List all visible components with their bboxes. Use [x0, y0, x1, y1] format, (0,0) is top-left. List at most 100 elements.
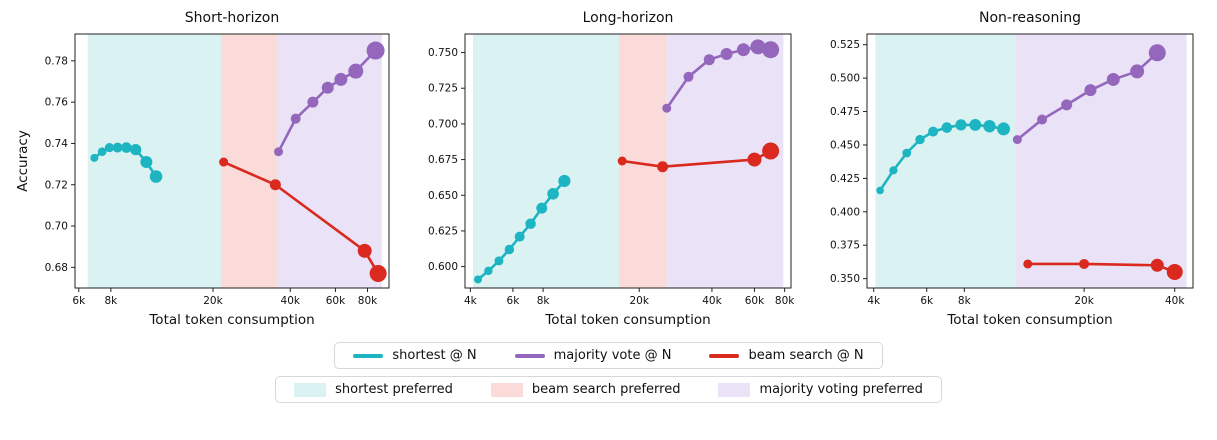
subplot-long-horizon: 4k 6k 8k 20k 40k 60k 80k 0.600 0.625 0.650 0.675 0.… — [415, 4, 803, 340]
y-tick-label: 0.725 — [427, 83, 457, 95]
series-marker-beam — [746, 152, 761, 167]
x-tick-label: 40k — [702, 295, 722, 307]
chart-non-reasoning: 4k 6k 8k 20k 40k 0.350 0.375 0.400 0.425 0.450 0.4… — [829, 10, 1193, 328]
series-marker-majority — [306, 96, 318, 108]
series-marker-shortest — [473, 275, 482, 284]
legend-item-shortest-preferred: shortest preferred — [294, 382, 453, 397]
series-marker-shortest — [129, 144, 141, 156]
chart-long-horizon: 4k 6k 8k 20k 40k 60k 80k 0.600 0.625 0.650 0.675 0.… — [427, 10, 794, 328]
series-marker-shortest — [927, 126, 938, 137]
x-tick-label: 40k — [280, 295, 300, 307]
series-marker-shortest — [888, 166, 897, 175]
series-marker-majority — [347, 63, 363, 79]
region-majority_region — [1014, 34, 1187, 288]
series-marker-majority — [1129, 64, 1144, 79]
plot-frame — [866, 33, 1193, 289]
series-marker-shortest — [504, 244, 514, 255]
y-tick-label: 0.500 — [829, 73, 859, 85]
y-tick-label: 0.350 — [829, 273, 859, 285]
series-marker-beam — [357, 243, 372, 258]
region-shortest_region — [87, 34, 221, 288]
series-marker-shortest — [493, 256, 503, 266]
series-marker-shortest — [535, 202, 547, 214]
majority-vote-line-swatch — [514, 353, 545, 358]
y-tick-label: 0.650 — [427, 190, 457, 202]
y-tick-label: 0.675 — [427, 154, 457, 166]
subplot-title: Non-reasoning — [979, 10, 1081, 26]
legend-regions-row: shortest preferred beam search preferred… — [275, 376, 942, 403]
region-beam_region — [220, 34, 277, 288]
region-shortest_region — [472, 34, 619, 288]
y-tick-label: 0.400 — [829, 206, 859, 218]
series-marker-beam — [1150, 258, 1164, 272]
y-tick-label: 0.425 — [829, 173, 859, 185]
y-tick-label: 0.750 — [427, 47, 457, 59]
series-marker-majority — [1148, 44, 1166, 62]
y-tick-label: 0.625 — [427, 225, 457, 237]
plot-frame — [74, 33, 389, 289]
x-tick-label: 4k — [463, 295, 477, 307]
legend-item-beam-preferred: beam search preferred — [490, 382, 681, 397]
series-marker-shortest — [483, 266, 493, 276]
series-marker-beam — [656, 161, 668, 173]
subplot-non-reasoning: 4k 6k 8k 20k 40k 0.350 0.375 0.400 0.425 0.450 0.4… — [817, 4, 1205, 340]
subplot-title: Short-horizon — [184, 10, 279, 26]
y-tick-label: 0.72 — [44, 179, 67, 191]
series-marker-shortest — [941, 122, 952, 133]
series-marker-beam — [269, 179, 281, 191]
majority-voting-preferred-patch — [718, 382, 751, 397]
shortest-line-swatch — [353, 353, 384, 358]
charts-row: 6k 8k 20k 40k 60k 80k 0.68 0.70 0.72 0.74 0.76 0.78… — [0, 4, 1217, 340]
series-marker-shortest — [139, 156, 152, 169]
series-marker-shortest — [89, 153, 98, 162]
subplot-title: Long-horizon — [582, 10, 673, 26]
series-marker-majority — [720, 47, 733, 60]
legend-label-shortest: shortest @ N — [392, 348, 477, 363]
series-marker-majority — [1012, 135, 1022, 145]
series-marker-shortest — [514, 231, 525, 242]
x-tick-label: 60k — [325, 295, 345, 307]
series-marker-shortest — [546, 188, 559, 200]
legend-series-row: shortest @ N majority vote @ N beam sear… — [334, 342, 883, 369]
x-axis-label: Total token consumption — [544, 312, 710, 328]
series-marker-shortest — [982, 120, 996, 133]
x-tick-label: 20k — [629, 295, 649, 307]
x-tick-label: 8k — [957, 295, 971, 307]
y-tick-label: 0.70 — [44, 221, 67, 233]
legend-label-beam-preferred: beam search preferred — [531, 382, 681, 397]
series-marker-shortest — [149, 170, 162, 183]
series-marker-majority — [761, 41, 779, 59]
y-tick-label: 0.600 — [427, 261, 457, 273]
series-line-beam — [1025, 262, 1176, 274]
y-tick-label: 0.700 — [427, 118, 457, 130]
x-axis-label: Total token consumption — [148, 312, 314, 328]
series-marker-majority — [333, 72, 347, 86]
legend-item-majority-vote: majority vote @ N — [514, 348, 671, 363]
series-marker-majority — [749, 39, 765, 55]
series-marker-beam — [1078, 258, 1089, 269]
series-marker-majority — [273, 147, 283, 157]
series-marker-shortest — [954, 119, 967, 131]
y-tick-label: 0.525 — [829, 39, 859, 51]
series-marker-majority — [661, 103, 671, 113]
series-marker-shortest — [97, 147, 106, 157]
x-tick-label: 40k — [1165, 295, 1185, 307]
y-tick-label: 0.68 — [44, 262, 67, 274]
y-axis-label: Accuracy — [15, 130, 31, 192]
series-line-beam — [620, 149, 772, 169]
y-tick-label: 0.74 — [44, 138, 68, 150]
x-tick-label: 20k — [203, 295, 223, 307]
y-tick-label: 0.78 — [44, 55, 67, 67]
series-marker-shortest — [996, 122, 1010, 136]
series-marker-majority — [321, 81, 334, 94]
series-marker-majority — [1060, 99, 1072, 111]
series-line-beam — [221, 160, 379, 275]
chart-short-horizon: 6k 8k 20k 40k 60k 80k 0.68 0.70 0.72 0.74 0.76 0.78… — [15, 10, 389, 328]
x-tick-label: 6k — [72, 295, 86, 307]
plot-frame — [464, 33, 791, 289]
series-marker-beam — [1022, 259, 1032, 269]
series-marker-beam — [761, 142, 779, 160]
legend-item-shortest: shortest @ N — [353, 348, 477, 363]
series-marker-shortest — [557, 174, 570, 188]
